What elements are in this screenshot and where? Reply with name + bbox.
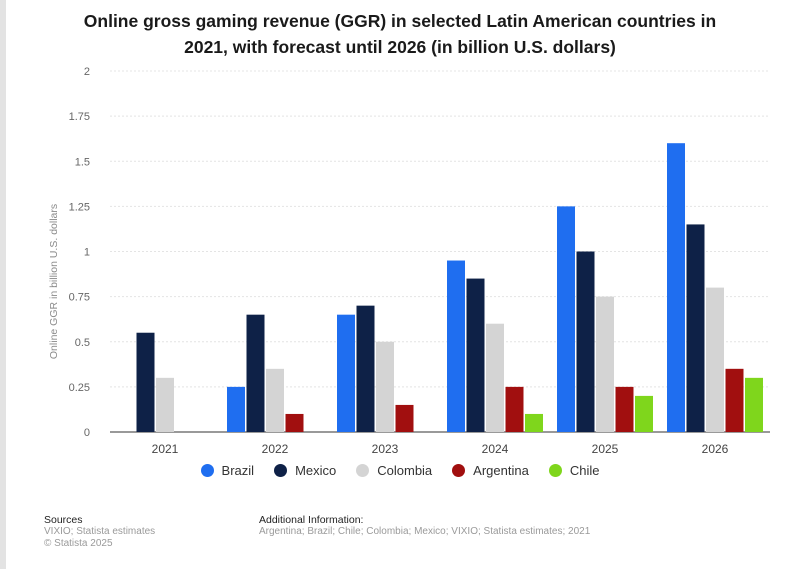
x-tick-label: 2023 <box>372 442 399 456</box>
bar-argentina-2022 <box>285 413 304 432</box>
x-tick-label: 2024 <box>482 442 509 456</box>
bar-chile-2025 <box>635 395 653 432</box>
bar-colombia-2021 <box>156 377 174 432</box>
bar-mexico-2026 <box>686 224 705 432</box>
bar-mexico-2024 <box>466 278 485 432</box>
y-tick-label: 1.75 <box>69 111 90 123</box>
bar-brazil-2022 <box>227 386 245 432</box>
legend-marker-icon <box>452 464 466 477</box>
bar-argentina-2026 <box>725 368 744 432</box>
x-tick-label: 2026 <box>702 442 729 456</box>
left-border <box>0 0 6 569</box>
bar-colombia-2024 <box>486 323 504 432</box>
legend-label: Argentina <box>473 463 529 478</box>
y-tick-label: 0 <box>84 427 90 439</box>
x-tick-label: 2025 <box>592 442 619 456</box>
legend-label: Mexico <box>295 463 337 478</box>
legend-marker-icon <box>200 464 214 477</box>
bar-mexico-2022 <box>246 314 265 432</box>
legend-item-brazil[interactable]: Brazil <box>200 463 255 478</box>
y-tick-label: 1.5 <box>75 156 90 168</box>
bar-mexico-2021 <box>136 332 155 432</box>
bar-argentina-2024 <box>505 386 524 432</box>
additional-info-text: Argentina; Brazil; Chile; Colombia; Mexi… <box>259 526 591 537</box>
bar-colombia-2026 <box>706 287 724 432</box>
legend-label: Chile <box>569 463 600 478</box>
bar-mexico-2023 <box>356 305 375 432</box>
bar-colombia-2023 <box>376 341 394 432</box>
sources-block: Sources VIXIO; Statista estimates © Stat… <box>44 514 155 550</box>
bar-argentina-2023 <box>395 404 414 432</box>
legend-item-argentina[interactable]: Argentina <box>452 463 529 478</box>
additional-info-heading: Additional Information: <box>259 514 364 526</box>
legend-marker-icon <box>356 464 370 477</box>
bar-brazil-2025 <box>557 206 575 432</box>
chart-title: Online gross gaming revenue (GGR) in sel… <box>83 11 717 57</box>
bar-argentina-2025 <box>615 386 634 432</box>
legend-item-mexico[interactable]: Mexico <box>274 463 336 478</box>
x-tick-label: 2022 <box>262 442 289 456</box>
y-tick-label: 1.25 <box>69 201 90 213</box>
y-tick-label: 2 <box>84 66 90 78</box>
legend-marker-icon <box>548 464 562 477</box>
bar-chile-2026 <box>745 377 763 432</box>
y-tick-label: 0.25 <box>69 382 90 394</box>
legend-item-chile[interactable]: Chile <box>548 463 600 478</box>
copyright-text: © Statista 2025 <box>44 538 113 549</box>
bar-chile-2024 <box>525 413 543 432</box>
y-tick-label: 0.5 <box>75 337 90 349</box>
legend-marker-icon <box>274 464 288 477</box>
x-tick-label: 2021 <box>152 442 179 456</box>
bar-colombia-2025 <box>596 296 614 432</box>
y-tick-label: 1 <box>84 247 90 259</box>
sources-text: VIXIO; Statista estimates <box>44 526 156 537</box>
bar-brazil-2026 <box>667 143 685 432</box>
legend-label: Colombia <box>377 463 433 478</box>
bar-brazil-2024 <box>447 260 465 432</box>
bar-mexico-2025 <box>576 251 595 432</box>
y-tick-label: 0.75 <box>69 292 90 304</box>
sources-heading: Sources <box>44 514 83 526</box>
bar-brazil-2023 <box>337 314 355 432</box>
legend-item-colombia[interactable]: Colombia <box>356 463 432 478</box>
bar-chart: 0 0.25 0.5 0.75 1 1.25 1.5 1.75 2 Online GGR in b… <box>48 66 770 456</box>
bar-colombia-2022 <box>266 368 284 432</box>
legend: Brazil Mexico Colombia Argentina Chile <box>0 463 800 478</box>
additional-info-block: Additional Information: Argentina; Brazi… <box>259 514 590 538</box>
y-axis-label: Online GGR in billion U.S. dollars <box>48 204 60 359</box>
legend-label: Brazil <box>221 463 255 478</box>
